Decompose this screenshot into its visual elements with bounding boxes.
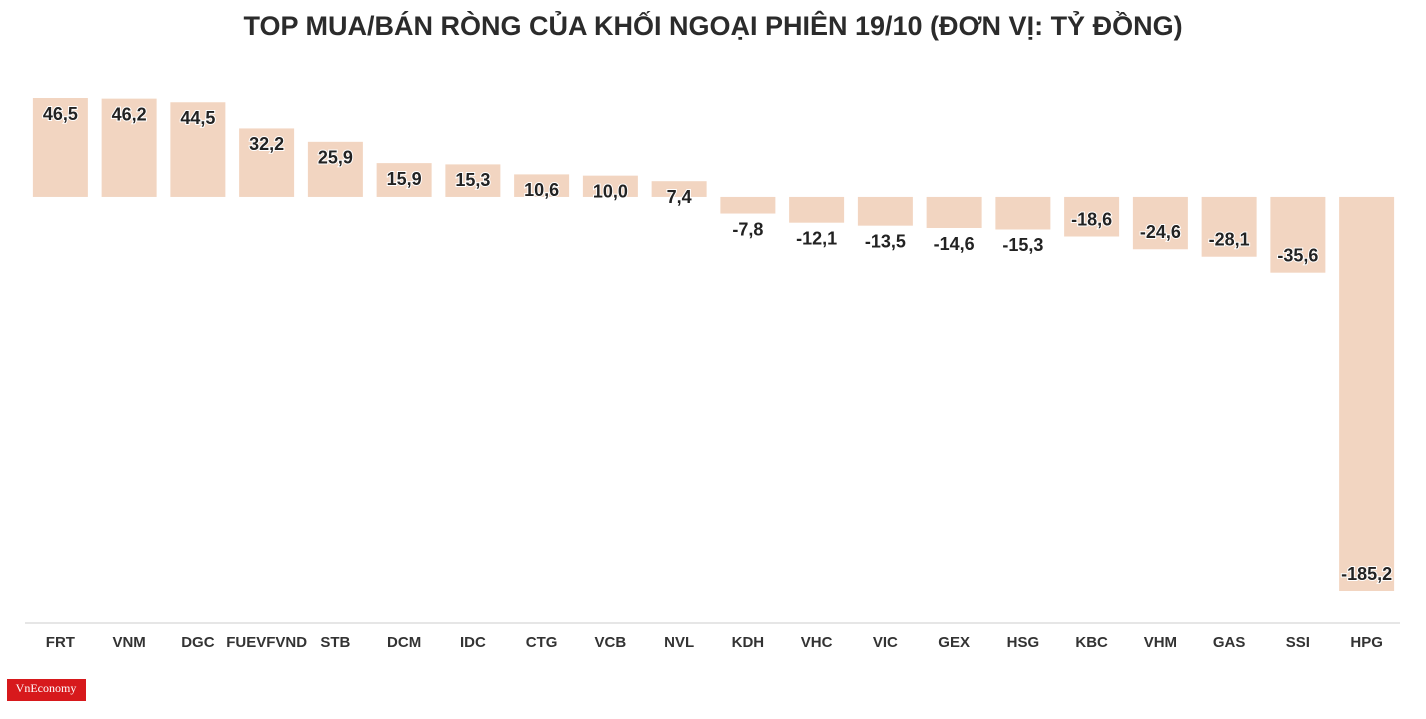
bar <box>857 196 913 226</box>
value-label: -15,3 <box>1002 235 1043 255</box>
x-tick-label: HPG <box>1350 634 1383 651</box>
value-label: -35,6 <box>1277 245 1318 265</box>
x-tick-label: CTG <box>526 634 558 651</box>
value-label: 10,6 <box>524 180 559 200</box>
bar <box>32 98 88 197</box>
x-tick-label: STB <box>320 634 350 651</box>
value-label: 32,2 <box>249 134 284 154</box>
x-tick-label: FUEVFVND <box>226 634 307 651</box>
bar <box>239 128 295 197</box>
value-label: 7,4 <box>667 187 692 207</box>
bar <box>514 174 570 197</box>
value-label: -14,6 <box>934 234 975 254</box>
value-label: 46,2 <box>112 104 147 124</box>
value-label: 46,5 <box>43 104 78 124</box>
bar <box>445 164 501 197</box>
logo-box <box>7 679 86 701</box>
bar <box>376 163 432 197</box>
bar <box>1132 196 1188 250</box>
x-tick-label: DCM <box>387 634 421 651</box>
value-label: -7,8 <box>732 219 763 239</box>
x-tick-label: GAS <box>1213 634 1246 651</box>
x-tick-label: FRT <box>46 634 75 651</box>
x-tick-label: KDH <box>732 634 765 651</box>
bar <box>1064 196 1120 237</box>
x-tick-label: GEX <box>938 634 970 651</box>
bar <box>789 196 845 223</box>
chart-title: TOP MUA/BÁN RÒNG CỦA KHỐI NGOẠI PHIÊN 19… <box>243 9 1182 41</box>
bar <box>582 175 638 197</box>
bar <box>720 196 776 214</box>
x-tick-label: HSG <box>1007 634 1040 651</box>
logo: VnEconomy <box>16 681 77 695</box>
value-label: -13,5 <box>865 231 906 251</box>
x-tick-label: NVL <box>664 634 694 651</box>
value-label: 44,5 <box>180 108 215 128</box>
bar <box>307 141 363 197</box>
x-tick-label: KBC <box>1075 634 1108 651</box>
x-tick-label: IDC <box>460 634 486 651</box>
value-label: 15,9 <box>387 169 422 189</box>
bar <box>651 181 707 197</box>
value-label: -12,1 <box>796 228 837 248</box>
value-label: -185,2 <box>1341 564 1392 584</box>
x-tick-label: VCB <box>595 634 627 651</box>
bar <box>1339 196 1395 592</box>
value-label: -28,1 <box>1209 229 1250 249</box>
x-tick-label: VHM <box>1144 634 1177 651</box>
bar <box>170 102 226 197</box>
value-label: 25,9 <box>318 148 353 168</box>
value-label: -24,6 <box>1140 222 1181 242</box>
value-label: 15,3 <box>455 170 490 190</box>
value-label: 10,0 <box>593 181 628 201</box>
bar <box>1201 196 1257 257</box>
value-label: -18,6 <box>1071 209 1112 229</box>
x-tick-label: DGC <box>181 634 215 651</box>
x-tick-label: VIC <box>873 634 898 651</box>
bar <box>101 98 157 197</box>
bar <box>995 196 1051 230</box>
x-tick-label: SSI <box>1286 634 1310 651</box>
x-tick-label: VNM <box>112 634 145 651</box>
bar <box>926 196 982 229</box>
bar <box>1270 196 1326 273</box>
x-tick-label: VHC <box>801 634 833 651</box>
